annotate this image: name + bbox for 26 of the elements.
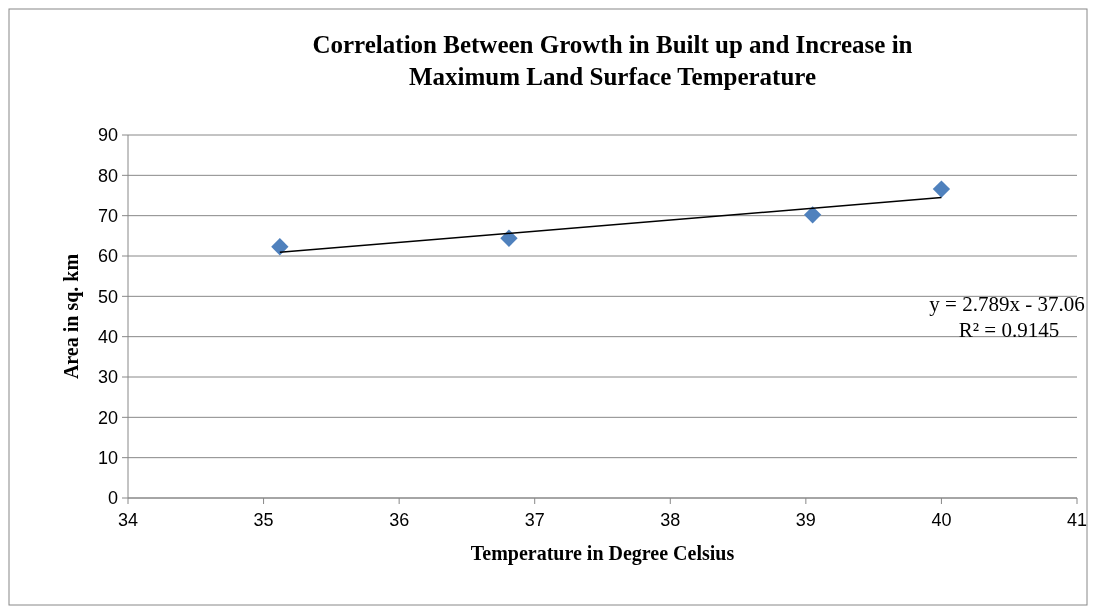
annotation: y = 2.789x - 37.06 [929,292,1085,317]
x-axis-title: Temperature in Degree Celsius [470,542,735,565]
x-tick-label: 41 [1066,510,1088,530]
y-tick-label: 80 [97,165,118,186]
x-tick-label: 39 [795,510,816,530]
point [803,206,822,224]
x-tick-label: 36 [389,510,410,530]
point [932,180,951,198]
y-tick-label: 90 [97,125,118,146]
y-tick-label: 20 [97,407,118,428]
x-tick-label: 40 [931,510,952,530]
x-tick-label: 37 [524,510,545,530]
x-tick-label: 34 [117,510,139,530]
annotation: R² = 0.9145 [958,318,1060,343]
x-tick-label: 35 [253,510,274,530]
y-tick-label: 30 [97,367,118,388]
point [271,238,289,256]
y-tick-label: 10 [97,447,118,468]
y-tick-label: 70 [97,205,118,226]
y-axis-title: Area in sq. km [60,253,83,380]
x-tick-label: 38 [660,510,681,530]
chart-title: Correlation Between Growth in Built up and Increase in Maximum Land Surface Temperature [312,31,913,90]
y-tick-label: 50 [97,286,118,307]
y-tick-label: 60 [97,246,118,267]
y-tick-label: 0 [107,488,118,509]
y-tick-label: 40 [97,326,118,347]
